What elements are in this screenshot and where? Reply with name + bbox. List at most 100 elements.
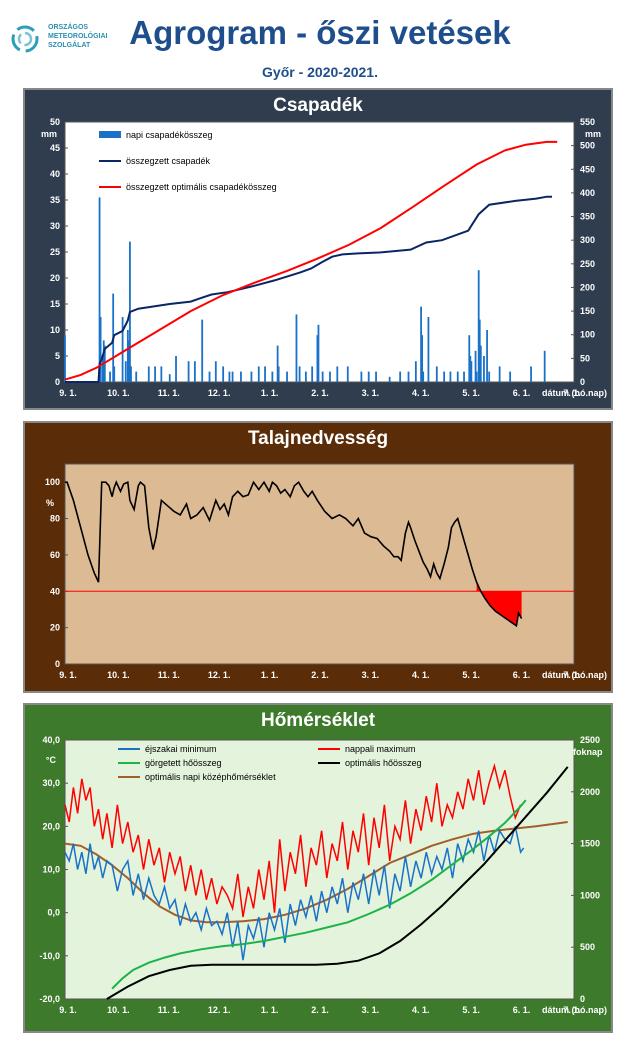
precip-y-label-right: mm — [585, 129, 601, 139]
precip-plot-area — [64, 121, 575, 383]
precip-daily-bar — [478, 319, 481, 382]
precip-y-tick-right: 400 — [580, 188, 595, 198]
precip-optimal-line — [64, 140, 558, 381]
logo-line-2: METEOROLÓGIAI — [48, 33, 108, 40]
temp-y-tick-left: 10,0 — [42, 865, 60, 875]
precip-daily-bar — [214, 361, 217, 382]
temp-y-tick-right: 0 — [580, 994, 585, 1004]
precip-daily-bar — [367, 371, 370, 382]
precip-legend-label: összegzett csapadék — [126, 156, 211, 166]
soil-plot-area — [64, 463, 575, 665]
precip-daily-bar — [298, 366, 301, 382]
precip-y-tick-right: 200 — [580, 282, 595, 292]
precip-daily-bar — [479, 345, 482, 382]
logo-line-3: SZOLGÁLAT — [48, 42, 91, 49]
temp-y-tick-right: 1500 — [580, 839, 600, 849]
temp-y-label-left: °C — [46, 755, 57, 765]
precipitation-panel: Csapadék 9. 1. 10. 1. 11. 1. 12. 1. 1. 1. 2. 1… — [23, 88, 613, 410]
precip-daily-bar — [449, 371, 452, 382]
precip-daily-bar — [64, 335, 66, 382]
temp-y-tick-left: 40,0 — [42, 735, 60, 745]
temp-x-tick: 2. 1. — [311, 1005, 329, 1015]
precip-daily-bar — [201, 319, 204, 382]
soil-x-label: dátum (hó.nap) — [542, 670, 607, 680]
precip-daily-bar — [127, 340, 130, 382]
temp-x-tick: 6. 1. — [513, 1005, 531, 1015]
temp-y-tick-right: 2000 — [580, 787, 600, 797]
precip-y-tick-right: 500 — [580, 141, 595, 151]
precip-daily-bar — [346, 366, 349, 382]
temp-y-tick-left: 0,0 — [47, 908, 60, 918]
precip-daily-bar — [483, 356, 485, 382]
precip-daily-bar — [109, 371, 111, 382]
temp-night-min-line — [64, 826, 525, 961]
precip-y-tick-left: 0 — [55, 377, 60, 387]
temp-optimal-mean-line — [64, 821, 568, 924]
precip-daily-bar — [250, 371, 253, 382]
temp-rolling-sum-line — [111, 799, 527, 990]
soil-x-tick: 3. 1. — [362, 670, 380, 680]
precip-daily-bar — [469, 356, 472, 382]
omsz-logo: ORSZÁGOS METEOROLÓGIAI SZOLGÁLAT — [10, 18, 120, 62]
temp-legend-label: nappali maximum — [345, 744, 416, 754]
precip-daily-bar — [168, 374, 171, 382]
precip-daily-bar — [470, 361, 473, 382]
precip-daily-bar — [336, 366, 339, 382]
precip-daily-bar — [407, 371, 410, 382]
precip-daily-bar — [475, 371, 478, 382]
precip-daily-bar — [388, 376, 391, 382]
precip-x-tick: 3. 1. — [362, 388, 380, 398]
precip-daily-bar — [99, 317, 102, 382]
soil-x-tick: 2. 1. — [311, 670, 329, 680]
precip-y-tick-right: 50 — [580, 353, 590, 363]
temp-x-tick: 5. 1. — [462, 1005, 480, 1015]
soil-moisture-panel: Talajnedvesség 9. 1. 10. 1. 11. 1. 12. 1. 1. … — [23, 421, 613, 743]
precip-y-tick-right: 250 — [580, 259, 595, 269]
precip-y-tick-right: 450 — [580, 164, 595, 174]
precip-cumulative-line — [65, 195, 552, 383]
temp-day-max-line — [64, 763, 522, 918]
precip-daily-bar — [257, 366, 260, 382]
soil-y-tick-left: 100 — [45, 477, 60, 487]
precip-y-tick-right: 150 — [580, 306, 595, 316]
precip-x-tick: 1. 1. — [261, 388, 279, 398]
precip-y-tick-left: 25 — [50, 247, 60, 257]
temp-y-tick-right: 1000 — [580, 890, 600, 900]
precip-title: Csapadék — [273, 95, 363, 116]
temp-y-tick-left: -20,0 — [39, 994, 60, 1004]
precip-daily-bar — [304, 371, 307, 382]
temperature-panel: Hőmérséklet 9. 1. 10. 1. 11. 1. 12. 1. 1. 1. 2… — [23, 703, 613, 1033]
precip-x-tick: 7. 1. — [563, 388, 581, 398]
soil-x-tick: 11. 1. — [158, 670, 180, 680]
precip-daily-bar — [130, 366, 132, 382]
precip-daily-bar — [414, 361, 417, 382]
temp-title: Hőmérséklet — [261, 710, 376, 731]
soil-moisture-chart: Talajnedvesség 9. 1. 10. 1. 11. 1. 12. 1. 1. … — [23, 421, 613, 693]
precip-daily-bar — [102, 340, 105, 382]
precip-x-tick: 12. 1. — [208, 388, 231, 398]
temp-x-tick: 1. 1. — [261, 1005, 279, 1015]
precip-x-tick: 9. 1. — [59, 388, 77, 398]
logo-line-1: ORSZÁGOS — [48, 24, 89, 31]
soil-deficit-area — [476, 582, 522, 626]
soil-y-tick-left: 80 — [50, 514, 60, 524]
temp-legend-label: görgetett hőösszeg — [145, 758, 222, 768]
temp-legend-label: optimális napi középhőmérséklet — [145, 772, 276, 782]
precip-daily-bar — [228, 371, 231, 382]
temp-x-tick: 9. 1. — [59, 1005, 77, 1015]
precip-daily-bar — [311, 366, 314, 382]
precip-daily-bar — [121, 317, 124, 382]
soil-x-tick: 4. 1. — [412, 670, 430, 680]
precip-daily-bar — [316, 335, 319, 382]
soil-y-tick-left: 0 — [55, 659, 60, 669]
precip-daily-bar — [399, 371, 402, 382]
page-title: Agrogram - őszi vetések — [129, 14, 511, 51]
precip-y-tick-right: 300 — [580, 235, 595, 245]
soil-y-tick-left: 20 — [50, 623, 60, 633]
precip-daily-bar — [530, 366, 532, 382]
precip-x-tick: 5. 1. — [462, 388, 480, 398]
precip-y-tick-left: 45 — [50, 143, 60, 153]
precip-daily-bar — [468, 335, 471, 382]
temp-legend-label: optimális hőösszeg — [345, 758, 422, 768]
logo-swirl-icon — [11, 25, 39, 53]
